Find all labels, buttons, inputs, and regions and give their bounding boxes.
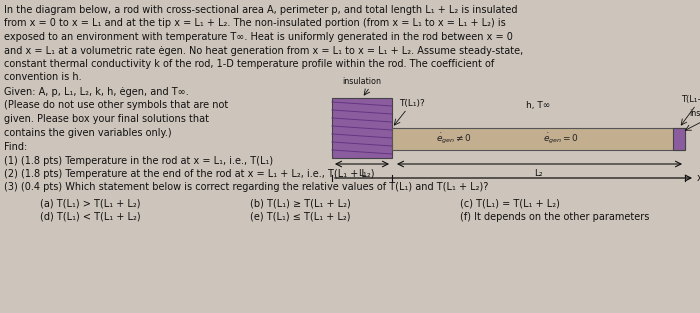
Text: Find:: Find: (4, 142, 27, 152)
Text: insulation: insulation (342, 77, 382, 86)
Text: and x = L₁ at a volumetric rate ėgen. No heat generation from x = L₁ to x = L₁ +: and x = L₁ at a volumetric rate ėgen. No… (4, 45, 524, 55)
Text: (3) (0.4 pts) Which statement below is correct regarding the relative values of : (3) (0.4 pts) Which statement below is c… (4, 182, 489, 192)
Text: (b) T(L₁) ≥ T(L₁ + L₂): (b) T(L₁) ≥ T(L₁ + L₂) (250, 198, 351, 208)
Text: T(L₁+L₂)?: T(L₁+L₂)? (680, 95, 700, 104)
Text: T(L₁)?: T(L₁)? (399, 99, 425, 108)
Text: h, T∞: h, T∞ (526, 101, 550, 110)
Text: L₁: L₁ (358, 169, 366, 178)
Text: $\mathit{\dot{e}}_{gen}\neq 0$: $\mathit{\dot{e}}_{gen}\neq 0$ (436, 132, 472, 146)
Text: (d) T(L₁) < T(L₁ + L₂): (d) T(L₁) < T(L₁ + L₂) (40, 212, 141, 222)
Text: constant thermal conductivity k of the rod, 1-D temperature profile within the r: constant thermal conductivity k of the r… (4, 59, 494, 69)
Text: (e) T(L₁) ≤ T(L₁ + L₂): (e) T(L₁) ≤ T(L₁ + L₂) (250, 212, 351, 222)
Text: $\mathit{\dot{e}}_{gen}=0$: $\mathit{\dot{e}}_{gen}=0$ (542, 132, 579, 146)
Text: insulation: insulation (689, 109, 700, 118)
Text: (f) It depends on the other parameters: (f) It depends on the other parameters (460, 212, 650, 222)
Polygon shape (392, 128, 685, 150)
Text: convention is h.: convention is h. (4, 73, 82, 83)
Text: from x = 0 to x = L₁ and at the tip x = L₁ + L₂. The non-insulated portion (from: from x = 0 to x = L₁ and at the tip x = … (4, 18, 505, 28)
Text: Given: A, p, L₁, L₂, k, h, ėgen, and T∞.: Given: A, p, L₁, L₂, k, h, ėgen, and T∞. (4, 87, 189, 97)
Bar (673, 128, 685, 150)
Text: exposed to an environment with temperature T∞. Heat is uniformly generated in th: exposed to an environment with temperatu… (4, 32, 513, 42)
Text: (a) T(L₁) > T(L₁ + L₂): (a) T(L₁) > T(L₁ + L₂) (40, 198, 141, 208)
Text: In the diagram below, a rod with cross-sectional area A, perimeter p, and total : In the diagram below, a rod with cross-s… (4, 5, 517, 15)
Text: (1) (1.8 pts) Temperature in the rod at x = L₁, i.e., T(L₁): (1) (1.8 pts) Temperature in the rod at … (4, 156, 273, 166)
Text: (Please do not use other symbols that are not: (Please do not use other symbols that ar… (4, 100, 228, 110)
Text: (2) (1.8 pts) Temperature at the end of the rod at x = L₁ + L₂, i.e., T(L₁ + L₂): (2) (1.8 pts) Temperature at the end of … (4, 169, 374, 179)
Text: x: x (697, 173, 700, 183)
Text: contains the given variables only.): contains the given variables only.) (4, 127, 171, 137)
Text: (c) T(L₁) = T(L₁ + L₂): (c) T(L₁) = T(L₁ + L₂) (460, 198, 560, 208)
Text: L₂: L₂ (534, 169, 542, 178)
Bar (332, 98, 392, 158)
Text: given. Please box your final solutions that: given. Please box your final solutions t… (4, 114, 209, 124)
